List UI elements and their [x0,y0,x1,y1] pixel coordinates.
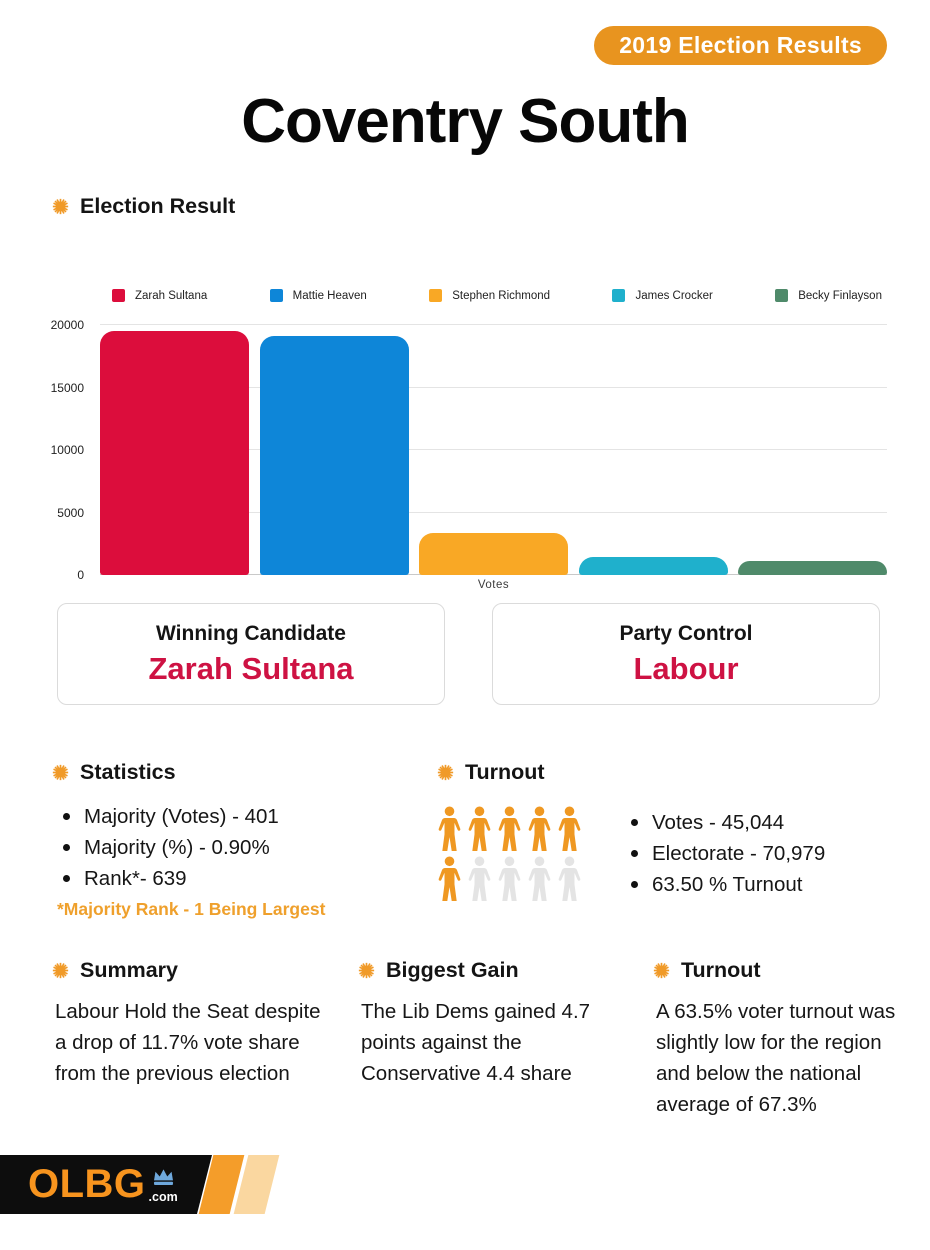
x-axis-label: Votes [477,579,510,591]
turnout-heading-label: Turnout [465,760,545,784]
legend-label: Becky Finlayson [798,289,882,302]
plot-area [100,324,887,575]
card-label: Party Control [619,621,753,645]
legend-label: Zarah Sultana [135,289,208,302]
sunburst-icon [52,764,69,781]
list-item: 63.50 % Turnout [625,874,825,896]
list-item: Majority (Votes) - 401 [57,806,279,828]
list-item: Electorate - 70,979 [625,843,825,865]
sunburst-icon [52,962,69,979]
person-icon [468,806,491,852]
bar [100,330,249,575]
y-axis-tick: 20000 [50,318,84,332]
sunburst-icon [653,962,670,979]
bar [419,532,568,575]
legend-swatch [112,289,125,302]
party-control-card: Party Control Labour [492,603,880,705]
legend-swatch [269,289,283,302]
gridline [100,386,887,388]
card-value: Zarah Sultana [148,650,354,686]
gridline [100,449,887,450]
statistics-list: Majority (Votes) - 401 Majority (%) - 0.9… [57,806,279,899]
dot-com-label: .com [148,1189,178,1204]
turnout-note-heading-label: Turnout [681,958,761,982]
election-result-heading: Election Result [52,194,235,219]
legend-item: Mattie Heaven [269,289,367,302]
turnout-note-heading: Turnout [653,958,761,983]
y-axis-tick: 5000 [57,505,84,520]
person-icon [498,806,521,852]
legend-label: Stephen Richmond [452,289,551,302]
biggest-gain-text: The Lib Dems gained 4.7 points against t… [361,1000,591,1085]
olbg-logo: OLBG .com [0,1155,300,1214]
list-item: Majority (%) - 0.90% [57,837,279,859]
winning-candidate-card: Winning Candidate Zarah Sultana [57,603,445,705]
y-axis: 0 5000 10000 15000 20000 [36,318,92,582]
legend-item: James Crocker [612,289,713,302]
y-axis-tick: 15000 [50,380,84,395]
legend-swatch [612,289,626,302]
legend-item: Stephen Richmond [429,289,550,302]
bar [738,561,887,575]
summary-heading: Summary [52,958,178,983]
summary-heading-label: Summary [80,958,178,982]
biggest-gain-heading: Biggest Gain [358,958,519,983]
person-icon [558,806,581,852]
crown-block: .com [149,1168,178,1204]
sunburst-icon [437,764,454,781]
bar [259,335,409,575]
person-icon [468,856,491,902]
y-axis-tick: 0 [77,568,84,582]
turnout-heading: Turnout [437,760,545,785]
turnout-note-text: A 63.5% voter turnout was slightly low f… [656,1000,896,1116]
legend-swatch [775,289,789,302]
turnout-pictogram [436,806,588,902]
card-label: Winning Candidate [156,621,346,645]
statistics-heading: Statistics [52,760,176,785]
sunburst-icon [358,962,375,979]
gridline [100,324,887,325]
year-results-badge: 2019 Election Results [594,26,887,65]
y-axis-tick: 10000 [50,443,84,457]
legend-item: Zarah Sultana [112,289,207,302]
legend-item: Becky Finlayson [775,289,882,302]
sunburst-icon [52,198,69,215]
person-icon [438,806,461,852]
biggest-gain-heading-label: Biggest Gain [386,958,519,982]
olbg-brand-text: OLBG [28,1162,146,1206]
olbg-logo-bar: OLBG .com [0,1155,212,1214]
majority-rank-footnote: *Majority Rank - 1 Being Largest [57,899,326,919]
gridline [100,511,887,513]
legend-swatch [429,289,443,302]
bars-container [100,325,887,575]
card-value: Labour [633,650,739,686]
person-icon [438,856,461,902]
chart-legend: Zarah Sultana Mattie Heaven Stephen Richmo… [112,289,882,302]
list-item: Rank*- 639 [57,868,279,890]
legend-label: Mattie Heaven [292,289,367,302]
turnout-list: Votes - 45,044 Electorate - 70,979 63.50 %… [625,812,825,905]
person-icon [558,856,581,902]
person-icon [528,856,551,902]
person-icon [528,806,551,852]
statistics-heading-label: Statistics [80,760,176,784]
bar [578,557,728,575]
list-item: Votes - 45,044 [625,812,825,834]
crown-icon [152,1168,175,1191]
election-result-heading-label: Election Result [80,194,236,218]
person-icon [498,856,521,902]
summary-text: Labour Hold the Seat despite a drop of 1… [55,1000,321,1085]
legend-label: James Crocker [635,289,713,302]
page-title: Coventry South [241,87,690,156]
